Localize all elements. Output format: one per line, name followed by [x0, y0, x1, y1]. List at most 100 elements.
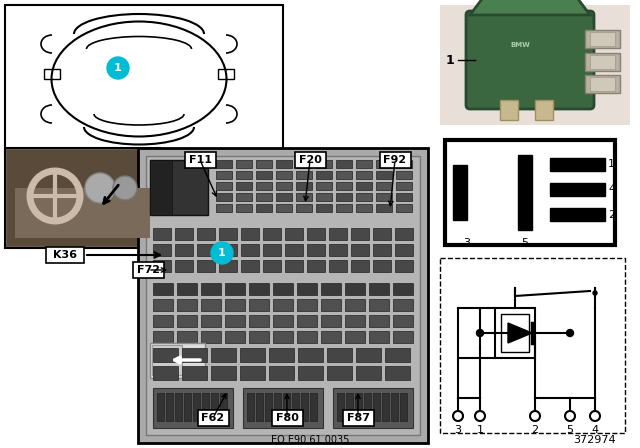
Bar	[316, 171, 332, 179]
Text: F92: F92	[383, 155, 406, 165]
Bar	[146, 156, 420, 435]
Circle shape	[107, 57, 129, 79]
Text: 2: 2	[608, 210, 615, 220]
Bar	[356, 193, 372, 201]
Bar	[263, 260, 281, 272]
Bar	[380, 152, 411, 168]
Bar	[202, 393, 209, 421]
Bar	[225, 315, 245, 327]
Bar	[153, 348, 178, 362]
Bar	[150, 160, 172, 215]
Bar	[440, 5, 630, 125]
Bar	[211, 348, 236, 362]
Bar	[276, 171, 292, 179]
Bar	[273, 283, 293, 295]
Circle shape	[565, 411, 575, 421]
Bar	[321, 283, 341, 295]
Bar	[369, 331, 389, 343]
Text: 1: 1	[114, 63, 122, 73]
Text: F20: F20	[299, 155, 321, 165]
Bar	[150, 343, 205, 378]
Bar	[216, 160, 232, 168]
Bar	[219, 244, 237, 256]
Text: 1: 1	[445, 53, 454, 66]
Bar	[175, 244, 193, 256]
Bar	[247, 393, 254, 421]
Bar	[356, 366, 381, 380]
Bar	[175, 228, 193, 240]
Text: 2: 2	[531, 425, 539, 435]
Bar	[201, 331, 221, 343]
Bar	[343, 410, 374, 426]
Circle shape	[475, 411, 485, 421]
Bar	[153, 260, 171, 272]
Bar	[153, 366, 178, 380]
Bar	[184, 393, 191, 421]
Bar	[256, 193, 272, 201]
Bar	[7, 150, 158, 246]
Bar	[236, 204, 252, 212]
Bar	[153, 299, 173, 311]
Circle shape	[85, 173, 115, 203]
Bar	[153, 283, 173, 295]
Text: 372974: 372974	[573, 435, 616, 445]
Bar	[269, 366, 294, 380]
Circle shape	[477, 329, 483, 336]
Bar	[336, 193, 352, 201]
Bar	[535, 100, 553, 120]
Bar	[373, 393, 380, 421]
Bar	[153, 315, 173, 327]
Circle shape	[453, 411, 463, 421]
Bar	[283, 393, 290, 421]
Bar	[369, 299, 389, 311]
Bar	[296, 171, 312, 179]
Bar	[218, 69, 234, 79]
Bar	[240, 366, 265, 380]
Bar	[197, 244, 215, 256]
Bar	[395, 228, 413, 240]
Bar	[440, 258, 625, 433]
Text: 1: 1	[218, 248, 226, 258]
Text: 4: 4	[608, 184, 615, 194]
Bar	[327, 348, 352, 362]
Bar	[316, 193, 332, 201]
Bar	[276, 204, 292, 212]
Bar	[197, 260, 215, 272]
Bar	[285, 260, 303, 272]
Bar	[201, 299, 221, 311]
Bar	[376, 204, 392, 212]
Bar	[219, 260, 237, 272]
Bar	[329, 244, 347, 256]
Bar	[241, 228, 259, 240]
Bar	[385, 366, 410, 380]
Text: EO E90 61 0035: EO E90 61 0035	[271, 435, 349, 445]
Text: F62: F62	[202, 413, 225, 423]
Bar	[177, 315, 197, 327]
Bar	[391, 393, 398, 421]
Bar	[182, 348, 207, 362]
Bar	[495, 308, 535, 358]
Bar	[265, 393, 272, 421]
Bar	[272, 410, 303, 426]
Bar	[175, 260, 193, 272]
Bar	[256, 182, 272, 190]
Bar	[345, 283, 365, 295]
Bar	[301, 393, 308, 421]
Bar	[292, 393, 299, 421]
Bar	[453, 165, 467, 220]
Bar	[373, 228, 391, 240]
Bar	[400, 393, 407, 421]
Bar	[133, 262, 164, 278]
Bar	[236, 171, 252, 179]
Circle shape	[530, 411, 540, 421]
Text: BMW: BMW	[510, 42, 530, 48]
Bar	[298, 366, 323, 380]
Bar	[298, 348, 323, 362]
Circle shape	[566, 329, 573, 336]
Bar	[46, 247, 84, 263]
Bar	[220, 393, 227, 421]
Bar	[296, 193, 312, 201]
Bar	[157, 393, 164, 421]
FancyBboxPatch shape	[466, 11, 594, 109]
Bar	[201, 283, 221, 295]
